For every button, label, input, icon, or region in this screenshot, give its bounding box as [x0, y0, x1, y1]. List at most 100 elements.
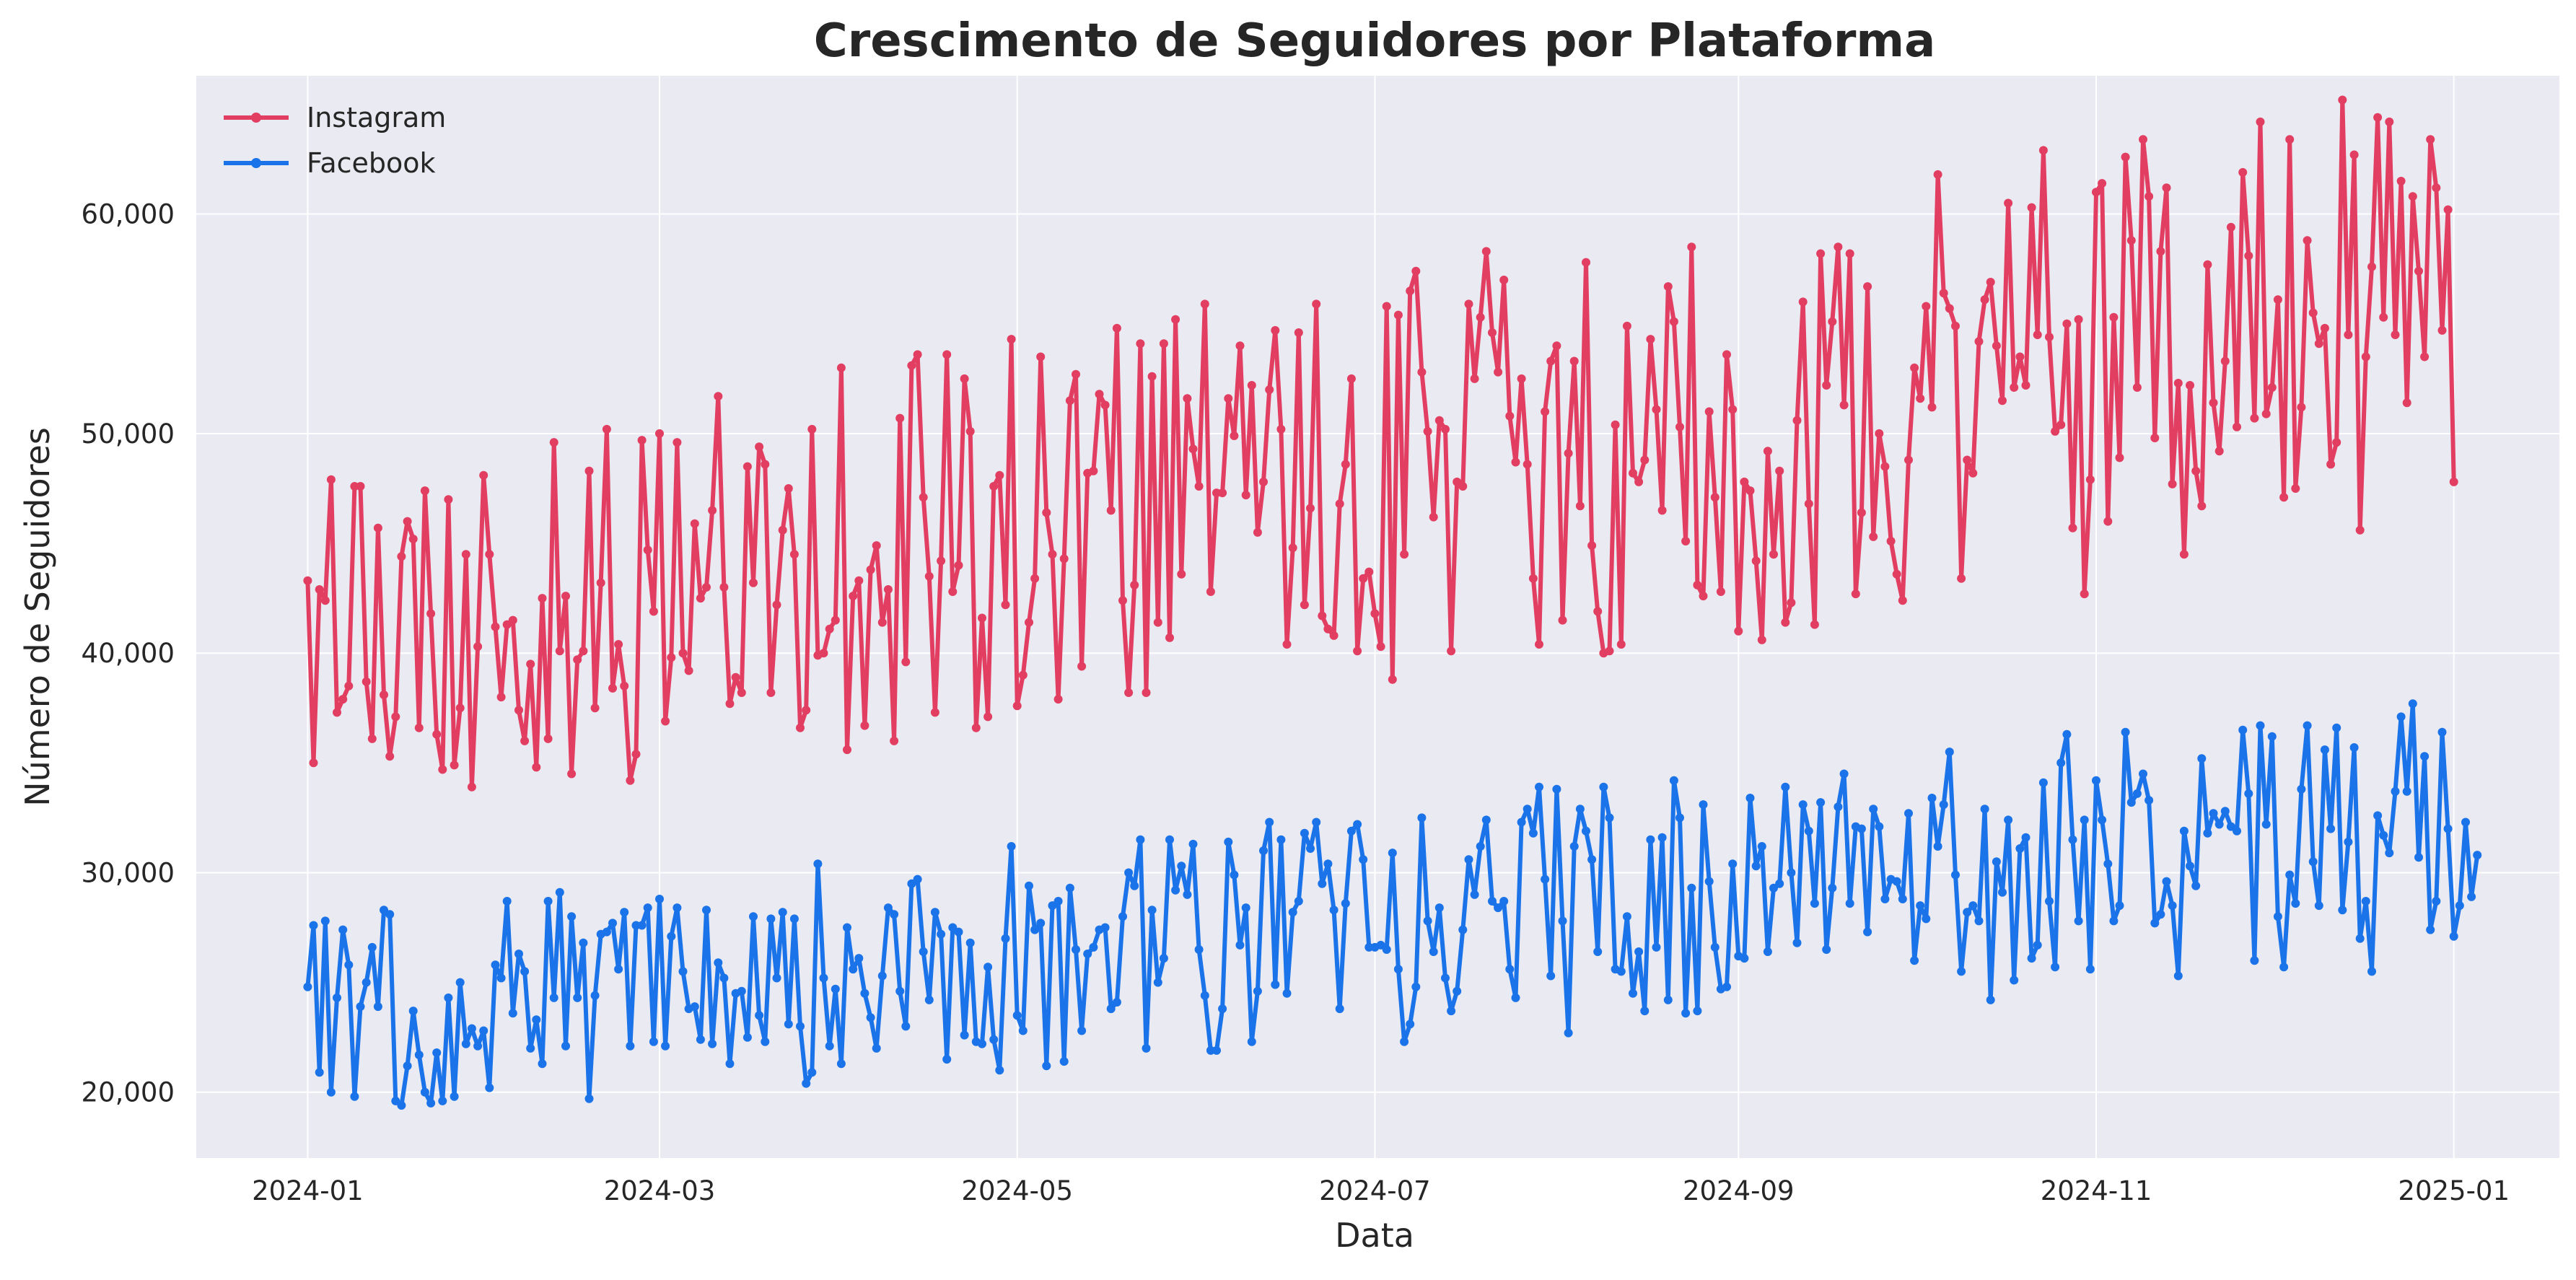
- data-point-facebook: [1218, 1004, 1227, 1014]
- data-point-facebook: [1892, 877, 1901, 886]
- data-point-instagram: [620, 681, 629, 691]
- data-point-instagram: [1241, 491, 1250, 500]
- data-point-instagram: [397, 552, 406, 561]
- data-point-instagram: [1652, 405, 1661, 414]
- data-point-facebook: [1241, 903, 1250, 913]
- data-point-facebook: [2220, 807, 2230, 816]
- data-point-facebook: [2033, 940, 2042, 950]
- data-point-instagram: [1259, 477, 1268, 486]
- x-axis-label: Data: [1335, 1216, 1414, 1255]
- data-point-facebook: [543, 897, 553, 906]
- data-point-facebook: [1083, 950, 1092, 958]
- legend-label-facebook: Facebook: [307, 147, 436, 179]
- data-point-instagram: [1376, 642, 1385, 652]
- data-point-instagram: [2338, 95, 2347, 105]
- data-point-instagram: [1001, 600, 1010, 610]
- data-point-instagram: [2220, 356, 2230, 366]
- data-point-instagram: [1470, 374, 1479, 383]
- data-point-facebook: [778, 908, 787, 917]
- data-point-instagram: [1681, 537, 1691, 545]
- data-point-instagram: [1517, 374, 1526, 383]
- data-point-instagram: [755, 442, 764, 452]
- y-axis-label: Número de Seguidores: [18, 427, 57, 807]
- data-point-facebook: [1276, 835, 1286, 844]
- data-point-facebook: [1974, 916, 1984, 926]
- data-point-facebook: [2197, 754, 2207, 763]
- data-point-instagram: [802, 706, 811, 715]
- data-point-facebook: [2092, 776, 2100, 785]
- data-point-facebook: [919, 947, 928, 956]
- data-point-facebook: [2168, 901, 2177, 911]
- data-point-facebook: [1072, 945, 1080, 954]
- data-point-instagram: [1810, 620, 1819, 629]
- data-point-facebook: [1142, 1043, 1151, 1053]
- data-point-facebook: [1517, 817, 1526, 827]
- data-point-facebook: [2432, 897, 2441, 906]
- data-point-instagram: [380, 691, 388, 699]
- y-tick-label: 20,000: [82, 1077, 175, 1108]
- data-point-instagram: [1963, 455, 1972, 465]
- data-point-facebook: [538, 1059, 547, 1069]
- data-point-instagram: [320, 596, 330, 605]
- data-point-facebook: [2420, 752, 2430, 761]
- data-point-instagram: [1505, 411, 1515, 421]
- data-point-facebook: [526, 1043, 535, 1053]
- data-point-facebook: [796, 1022, 805, 1031]
- data-point-facebook: [742, 1033, 752, 1042]
- data-point-facebook: [1188, 839, 1198, 849]
- data-point-instagram: [1933, 170, 1942, 179]
- data-point-facebook: [1992, 857, 2001, 867]
- data-point-facebook: [1616, 967, 1626, 976]
- data-point-instagram: [737, 688, 746, 697]
- data-point-facebook: [2109, 916, 2119, 926]
- legend-item-facebook: Facebook: [224, 147, 436, 179]
- data-point-instagram: [731, 672, 740, 682]
- data-point-facebook: [813, 859, 823, 869]
- data-point-facebook: [2233, 826, 2241, 836]
- data-point-facebook: [590, 991, 600, 1000]
- data-point-facebook: [508, 1009, 517, 1018]
- data-point-facebook: [380, 906, 388, 915]
- data-point-instagram: [2168, 479, 2177, 488]
- data-point-instagram: [1089, 466, 1098, 475]
- data-point-instagram: [1494, 367, 1503, 377]
- data-point-facebook: [2349, 743, 2359, 752]
- data-point-facebook: [326, 1087, 336, 1097]
- data-point-instagram: [1124, 688, 1134, 697]
- data-point-facebook: [2308, 857, 2318, 867]
- data-point-instagram: [995, 470, 1004, 480]
- data-point-facebook: [708, 1039, 717, 1048]
- data-point-facebook: [1828, 883, 1837, 893]
- data-point-instagram: [971, 723, 981, 732]
- data-point-facebook: [1781, 782, 1790, 792]
- data-point-facebook: [1939, 800, 1948, 810]
- data-point-facebook: [373, 1002, 382, 1012]
- data-point-facebook: [1980, 805, 1989, 814]
- data-point-facebook: [1171, 885, 1180, 895]
- data-point-facebook: [661, 1041, 670, 1051]
- data-point-instagram: [391, 712, 400, 722]
- data-point-facebook: [937, 929, 946, 939]
- data-point-instagram: [1629, 468, 1637, 478]
- data-point-facebook: [2473, 851, 2482, 860]
- data-point-facebook: [643, 903, 652, 913]
- data-point-facebook: [338, 925, 348, 934]
- data-point-facebook: [1822, 945, 1831, 954]
- data-point-facebook: [2132, 789, 2142, 798]
- data-point-facebook: [1927, 794, 1937, 802]
- data-point-instagram: [836, 363, 846, 372]
- data-point-facebook: [2103, 859, 2113, 869]
- data-point-facebook: [1224, 837, 1233, 846]
- data-point-instagram: [1464, 299, 1473, 309]
- data-point-facebook: [2062, 729, 2072, 739]
- data-point-instagram: [854, 576, 864, 585]
- data-point-instagram: [2004, 198, 2013, 208]
- data-point-instagram: [1745, 486, 1755, 496]
- data-point-facebook: [1622, 912, 1631, 921]
- data-point-facebook: [825, 1041, 834, 1051]
- data-point-instagram: [1065, 396, 1074, 406]
- data-point-facebook: [1599, 782, 1608, 792]
- data-point-instagram: [637, 436, 647, 445]
- data-point-instagram: [1312, 299, 1321, 309]
- data-point-instagram: [742, 462, 752, 471]
